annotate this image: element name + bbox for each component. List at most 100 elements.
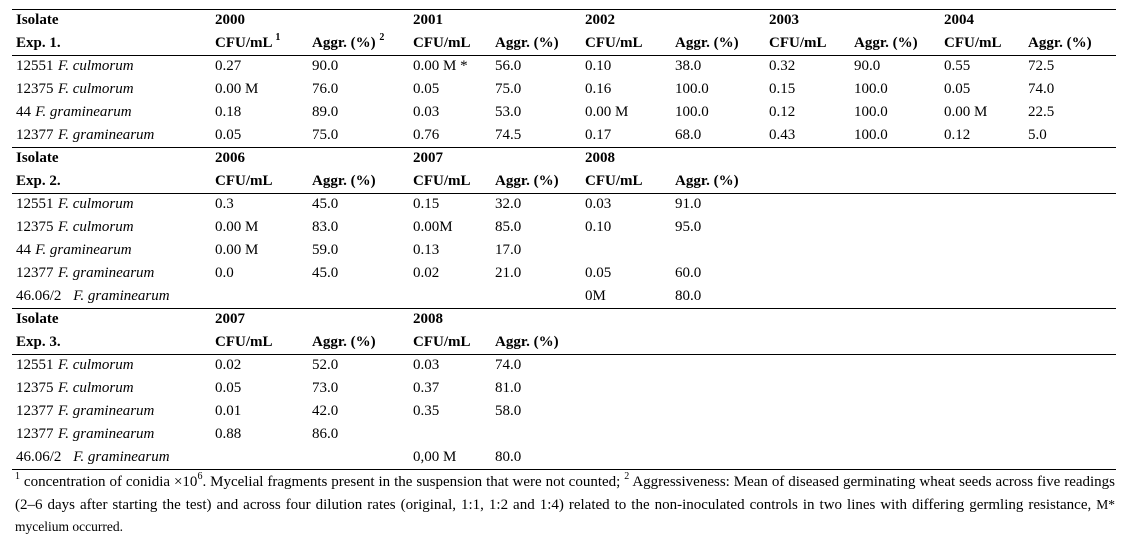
aggr-label: Aggr. (%) — [312, 173, 376, 189]
aggr-value: 100.0 — [675, 81, 709, 97]
table-row: 12375 F. culmorum 0.00 M 76.0 0.05 75.0 0.16 10… — [12, 78, 1116, 101]
aggr-value: 58.0 — [495, 403, 522, 419]
footnote-ref-1: 1 — [275, 32, 281, 43]
aggr-column-header: Aggr. (%) — [854, 34, 918, 53]
cfu-value: 0.10 — [585, 219, 612, 235]
header-row-columns: Exp. 2. CFU/mL Aggr. (%) CFU/mL Aggr. (%) CFU… — [12, 170, 1116, 193]
cfu-value: 0.43 — [769, 127, 796, 143]
aggr-value: 74.0 — [1028, 81, 1055, 97]
isolate-header: Isolate — [16, 12, 59, 28]
aggr-label: Aggr. (%) — [495, 334, 559, 350]
year-header: 2004 — [944, 12, 974, 28]
cfu-value: 0.16 — [585, 81, 612, 97]
species-name: F. culmorum — [58, 196, 134, 212]
year-header: 2000 — [215, 12, 245, 28]
experiment-label: Exp. 3. — [16, 334, 61, 350]
species-name: F. graminearum — [58, 426, 155, 442]
aggr-value: 5.0 — [1028, 127, 1047, 143]
footnote-ref-2: 2 — [379, 32, 385, 43]
table-row: 46.06/2 F. graminearum 0,00 M 80.0 — [12, 446, 1116, 469]
aggr-value: 56.0 — [495, 58, 522, 74]
table-row: 12551 F. culmorum 0.3 45.0 0.15 32.0 0.03 91.0 — [12, 193, 1116, 216]
aggr-value: 74.0 — [495, 357, 522, 373]
isolate-code: 46.06/2 — [16, 288, 62, 304]
aggr-value: 90.0 — [854, 58, 881, 74]
cfu-value: 0.02 — [413, 265, 440, 281]
aggr-label: Aggr. (%) — [1028, 35, 1092, 51]
aggr-value: 80.0 — [675, 288, 702, 304]
cfu-column-header: CFU/mL — [215, 172, 273, 191]
cfu-value: 0.05 — [413, 81, 440, 97]
table-row: 12377 F. graminearum 0.88 86.0 — [12, 423, 1116, 446]
footnote-text-4: M* mycelium occurred. — [15, 496, 1115, 535]
footnote-text-2: . Mycelial fragments present in the susp… — [202, 474, 625, 490]
cfu-value: 0.35 — [413, 403, 440, 419]
cfu-value: 0.32 — [769, 58, 796, 74]
aggr-value: 59.0 — [312, 242, 339, 258]
isolate-code: 12551 — [16, 58, 54, 74]
year-header: 2008 — [413, 311, 443, 327]
aggr-value: 75.0 — [312, 127, 339, 143]
footnote-exponent: 6 — [197, 471, 203, 482]
isolate-code: 12377 — [16, 403, 54, 419]
section-rule — [12, 147, 1116, 148]
isolate-code: 12377 — [16, 265, 54, 281]
cfu-value: 0.0 — [215, 265, 234, 281]
cfu-value: 0.00 M * — [413, 58, 468, 74]
species-name: F. graminearum — [73, 449, 170, 465]
cfu-value: 0M — [585, 288, 606, 304]
aggr-column-header: Aggr. (%) — [1028, 34, 1092, 53]
aggr-value: 83.0 — [312, 219, 339, 235]
year-header: 2008 — [585, 150, 615, 166]
aggr-value: 74.5 — [495, 127, 522, 143]
cfu-value: 0.27 — [215, 58, 242, 74]
cfu-label: CFU/mL — [413, 35, 471, 51]
aggr-column-header: Aggr. (%) — [495, 34, 559, 53]
cfu-value: 0.88 — [215, 426, 242, 442]
aggr-value: 95.0 — [675, 219, 702, 235]
aggr-label: Aggr. (%) — [854, 35, 918, 51]
cfu-label: CFU/mL — [769, 35, 827, 51]
table-row: 12375 F. culmorum 0.00 M 83.0 0.00M 85.0 0.10 9… — [12, 216, 1116, 239]
year-header: 2007 — [413, 150, 443, 166]
header-row-columns: Exp. 3. CFU/mL Aggr. (%) CFU/mL Aggr. (%) — [12, 331, 1116, 354]
cfu-column-header: CFU/mL — [215, 333, 273, 352]
header-row-years: Isolate 2000 2001 2002 2003 2004 — [12, 9, 1116, 32]
cfu-value: 0.3 — [215, 196, 234, 212]
cfu-value: 0.02 — [215, 357, 242, 373]
cfu-value: 0.00 M — [215, 219, 259, 235]
header-row-years: Isolate 2007 2008 — [12, 308, 1116, 331]
species-name: F. graminearum — [58, 127, 155, 143]
species-name: F. culmorum — [58, 58, 134, 74]
aggr-value: 52.0 — [312, 357, 339, 373]
species-name: F. culmorum — [58, 219, 134, 235]
cfu-column-header: CFU/mL — [413, 34, 471, 53]
table-row: 44 F. graminearum 0.00 M 59.0 0.13 17.0 — [12, 239, 1116, 262]
cfu-column-header: CFU/mL 1 — [215, 32, 281, 53]
cfu-value: 0.03 — [585, 196, 612, 212]
isolate-code: 12551 — [16, 196, 54, 212]
results-table: Isolate 2000 2001 2002 2003 2004 Exp. 1. CFU/mL… — [12, 9, 1116, 470]
aggr-value: 80.0 — [495, 449, 522, 465]
cfu-value: 0.01 — [215, 403, 242, 419]
species-name: F. culmorum — [58, 380, 134, 396]
species-name: F. graminearum — [35, 104, 132, 120]
section-rule — [12, 469, 1116, 470]
aggr-label: Aggr. (%) — [675, 173, 739, 189]
aggr-label: Aggr. (%) — [495, 173, 559, 189]
aggr-label: Aggr. (%) — [675, 35, 739, 51]
cfu-value: 0.03 — [413, 104, 440, 120]
isolate-code: 12551 — [16, 357, 54, 373]
cfu-label: CFU/mL — [944, 35, 1002, 51]
isolate-code: 44 — [16, 242, 31, 258]
isolate-header: Isolate — [16, 311, 59, 327]
aggr-value: 100.0 — [854, 104, 888, 120]
isolate-header: Isolate — [16, 150, 59, 166]
cfu-value: 0.15 — [413, 196, 440, 212]
cfu-value: 0.12 — [769, 104, 796, 120]
cfu-value: 0.76 — [413, 127, 440, 143]
cfu-value: 0.15 — [769, 81, 796, 97]
cfu-value: 0.55 — [944, 58, 971, 74]
aggr-value: 72.5 — [1028, 58, 1055, 74]
aggr-value: 85.0 — [495, 219, 522, 235]
